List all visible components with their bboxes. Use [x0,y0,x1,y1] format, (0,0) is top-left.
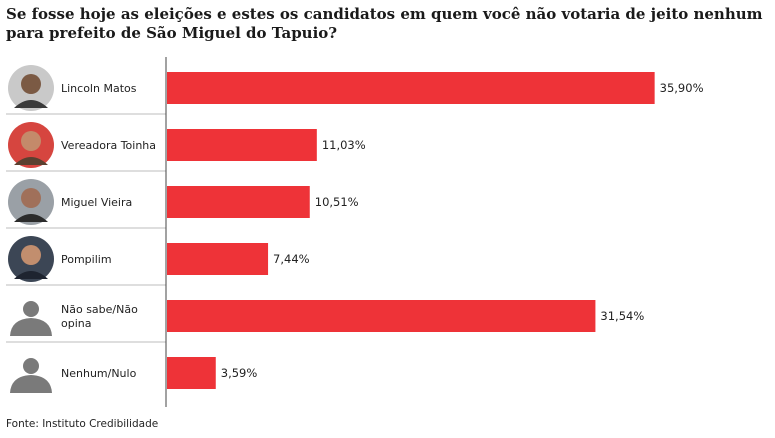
category-label-line: Vereadora Toinha [61,139,156,152]
candidate-avatar [8,65,54,111]
category-label: Lincoln Matos [61,82,137,95]
avatar-head-icon [23,301,39,317]
avatar-shoulders [14,157,48,165]
avatar-face [21,188,41,208]
category-label-line: Lincoln Matos [61,82,137,95]
avatar-shoulders [14,214,48,222]
category-label-line: Não sabe/Não [61,303,138,316]
bar [167,72,655,104]
source-note: Fonte: Instituto Credibilidade [6,418,159,430]
candidate-avatar [10,358,52,393]
value-label: 31,54% [600,309,644,323]
category-label: Pompilim [61,253,112,266]
category-label: Miguel Vieira [61,196,132,209]
chart-title: Se fosse hoje as eleições e estes os can… [6,5,763,42]
candidate-avatar [8,179,54,225]
value-label: 3,59% [221,366,258,380]
category-label-line: opina [61,317,91,330]
category-label: Não sabe/Não opina [61,303,138,330]
bar [167,129,317,161]
bar [167,243,269,275]
value-label: 7,44% [273,252,310,266]
avatar-face [21,131,41,151]
category-label: Nenhum/Nulo [61,367,137,380]
candidate-avatar [8,236,54,282]
value-label: 11,03% [322,138,366,152]
value-label: 35,90% [660,81,704,95]
bar-chart: Lincoln Matos 35,90% Vereadora Toinha 11,03… [6,57,704,407]
bar [167,357,216,389]
avatar-body-icon [10,375,52,393]
avatar-shoulders [14,100,48,108]
value-label: 10,51% [315,195,359,209]
category-label: Vereadora Toinha [61,139,156,152]
category-label-line: Nenhum/Nulo [61,367,137,380]
bar [167,300,596,332]
avatar-face [21,245,41,265]
bar [167,186,310,218]
category-label-line: Pompilim [61,253,112,266]
avatar-body-icon [10,318,52,336]
category-label-line: Miguel Vieira [61,196,132,209]
avatar-face [21,74,41,94]
candidate-avatar [8,122,54,168]
avatar-shoulders [14,271,48,279]
candidate-avatar [10,301,52,336]
avatar-head-icon [23,358,39,374]
